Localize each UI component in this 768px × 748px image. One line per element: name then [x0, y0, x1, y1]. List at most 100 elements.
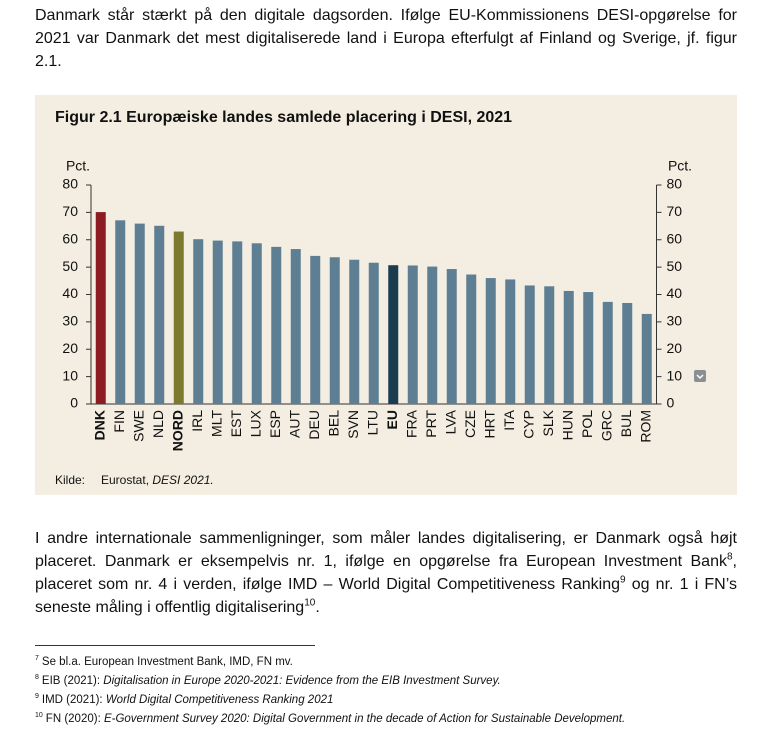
source: Eurostat, DESI 2021. — [101, 473, 214, 487]
x-tick-label: ESP — [267, 410, 283, 438]
chart-title: Figur 2.1 Europæiske landes samlede plac… — [55, 109, 512, 126]
bar — [193, 239, 204, 404]
x-tick-label: DEU — [306, 410, 322, 440]
x-tick-label: HUN — [559, 410, 575, 440]
bar — [602, 301, 613, 404]
paragraph: I andre internationale sammenligninger, … — [35, 527, 737, 619]
chart-background — [35, 95, 737, 495]
x-tick-label: GRC — [598, 410, 614, 441]
y-tick-label: 60 — [62, 230, 78, 246]
source-text: Eurostat, — [101, 473, 149, 487]
bar — [290, 249, 301, 404]
footnote: 8 EIB (2021): Digitalisation in Europe 20… — [35, 674, 755, 693]
y2-tick-label: 0 — [667, 395, 675, 411]
x-tick-label: SVN — [345, 410, 361, 439]
footnote-number: 8 — [35, 674, 39, 681]
bar — [349, 259, 360, 404]
footnote-text: EIB (2021): — [41, 674, 101, 687]
y2-axis-label: Pct. — [668, 158, 692, 174]
paragraph-text: I andre internationale sammenligninger, … — [35, 530, 737, 570]
y-axis-label: Pct. — [66, 158, 90, 174]
footnote-ref: 10 — [304, 597, 316, 609]
bar — [251, 243, 262, 404]
footnote-number: 7 — [35, 655, 39, 662]
chart: Figur 2.1 Europæiske landes samlede plac… — [35, 95, 737, 495]
footnote-text: IMD (2021): — [41, 693, 103, 706]
y2-tick-label: 40 — [667, 285, 683, 301]
x-tick-label: LVA — [442, 409, 458, 434]
bar — [212, 240, 223, 404]
y-tick-label: 40 — [62, 285, 78, 301]
footnote-title: Digitalisation in Europe 2020-2021: Evid… — [103, 674, 501, 687]
y-tick-label: 80 — [62, 176, 78, 192]
x-tick-label: FRA — [403, 409, 419, 438]
bar — [173, 231, 184, 404]
x-tick-label: ITA — [501, 409, 517, 430]
x-tick-label: EU — [384, 410, 400, 429]
bar — [310, 255, 321, 404]
y-tick-label: 50 — [62, 258, 78, 274]
footnote-title: E-Government Survey 2020: Digital Govern… — [103, 712, 626, 725]
bar — [505, 279, 516, 404]
footnote: 7 Se bl.a. European Investment Bank, IMD,… — [35, 655, 755, 674]
y-tick-label: 0 — [70, 395, 78, 411]
x-tick-label: DNK — [91, 410, 107, 440]
footnote-number: 10 — [35, 712, 43, 719]
y2-tick-label: 50 — [667, 258, 683, 274]
y2-tick-label: 70 — [667, 203, 683, 219]
x-tick-label: MLT — [208, 410, 224, 437]
bar — [271, 246, 282, 404]
x-tick-label: NORD — [169, 410, 185, 451]
x-tick-label: CZE — [462, 410, 478, 438]
bar — [466, 274, 477, 404]
paragraph: Danmark står stærkt på den digitale dags… — [35, 4, 737, 73]
bar — [232, 241, 243, 404]
footnotes: 7 Se bl.a. European Investment Bank, IMD,… — [35, 655, 755, 731]
x-tick-label: POL — [579, 410, 595, 438]
bar — [524, 285, 535, 404]
bar — [641, 313, 652, 404]
x-tick-label: FIN — [111, 410, 127, 433]
x-tick-label: AUT — [286, 410, 302, 438]
footnote-text: FN (2020): — [45, 712, 101, 725]
bar — [407, 265, 418, 404]
bar — [583, 292, 594, 404]
footnote-rule — [35, 645, 315, 646]
bar — [154, 225, 165, 404]
bar — [563, 290, 574, 404]
source-label: Kilde: — [55, 473, 85, 487]
footnote-ref: 9 — [620, 574, 626, 586]
x-tick-label: HRT — [481, 410, 497, 439]
x-tick-label: LUX — [247, 409, 263, 437]
bar — [446, 269, 457, 404]
paragraph-text: og nr. 1 i FN’s seneste måling i offentl… — [35, 576, 738, 616]
y-tick-label: 30 — [62, 313, 78, 329]
bar — [134, 223, 145, 404]
bar — [368, 262, 379, 404]
bar — [95, 212, 106, 404]
dropdown-icon — [694, 370, 706, 382]
bar — [115, 220, 126, 404]
source-title: DESI 2021. — [152, 473, 213, 487]
paragraph-text: , placeret som nr. 4 i verden, ifølge IM… — [35, 553, 737, 593]
footnote-ref: 8 — [726, 551, 733, 563]
footnote-title: World Digital Competitiveness Ranking 20… — [105, 693, 334, 706]
x-tick-label: EST — [228, 410, 244, 438]
x-tick-label: PRT — [423, 410, 439, 438]
footnote: 10 FN (2020): E-Government Survey 2020: D… — [35, 712, 755, 731]
x-tick-label: LTU — [364, 410, 380, 435]
dropdown-arrow — [696, 374, 704, 380]
y2-tick-label: 60 — [667, 230, 683, 246]
bar — [544, 286, 555, 404]
x-tick-label: ROM — [637, 410, 653, 443]
y2-tick-label: 80 — [667, 176, 683, 192]
bar — [329, 257, 340, 404]
bar — [485, 278, 496, 404]
y-tick-label: 20 — [62, 340, 78, 356]
bar — [388, 265, 399, 404]
footnote-number: 9 — [35, 693, 39, 700]
y2-tick-label: 20 — [667, 340, 683, 356]
bar — [622, 302, 633, 404]
